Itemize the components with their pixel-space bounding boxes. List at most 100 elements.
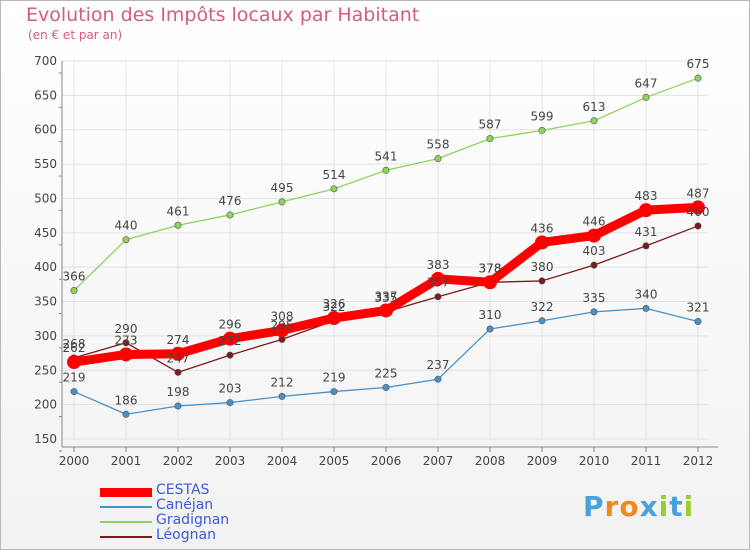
data-label: 321 [687, 300, 710, 314]
data-label: 431 [635, 225, 658, 239]
y-tick-label: 650 [34, 88, 57, 102]
legend-swatch [100, 521, 152, 523]
x-tick-label: 2007 [423, 454, 454, 468]
x-tick-label: 2008 [475, 454, 506, 468]
logo-letter: r [604, 490, 620, 523]
data-point [486, 135, 494, 143]
data-label: 380 [531, 260, 554, 274]
data-point [587, 228, 601, 243]
y-tick-label: 550 [34, 157, 57, 171]
x-tick-label: 2001 [111, 454, 142, 468]
legend-item: Canéjan [100, 497, 300, 514]
data-label: 366 [63, 270, 86, 284]
y-tick-label: 500 [34, 191, 57, 205]
data-label: 675 [687, 57, 710, 71]
data-point [590, 117, 598, 125]
chart-subtitle: (en € et par an) [28, 28, 123, 42]
data-label: 337 [375, 289, 398, 303]
logo-letter: x [639, 490, 659, 523]
data-label: 383 [427, 258, 450, 272]
data-label: 272 [219, 334, 242, 348]
data-label: 613 [583, 100, 606, 114]
logo-letter: i [658, 490, 670, 523]
data-label: 647 [635, 76, 658, 90]
x-tick-label: 2006 [371, 454, 402, 468]
data-label: 225 [375, 366, 398, 380]
data-label: 378 [479, 261, 502, 275]
data-label: 487 [687, 186, 710, 200]
legend-label: Gradignan [156, 512, 230, 528]
legend-label: CESTAS [156, 482, 210, 498]
x-tick-label: 2012 [683, 454, 714, 468]
data-point [223, 331, 237, 346]
data-label: 436 [531, 221, 554, 235]
data-label: 335 [375, 291, 398, 305]
legend-item: Gradignan [100, 512, 300, 529]
data-point [278, 198, 286, 206]
data-point [642, 93, 650, 101]
data-point [434, 155, 442, 163]
logo-letter: t [669, 490, 684, 523]
y-tick-label: 600 [34, 123, 57, 137]
data-label: 461 [167, 204, 190, 218]
data-point [538, 126, 546, 134]
data-point [122, 236, 130, 244]
data-label: 198 [167, 385, 190, 399]
data-point [642, 304, 650, 312]
data-label: 340 [635, 287, 658, 301]
data-point [694, 222, 702, 230]
data-point [535, 235, 549, 250]
data-point [226, 351, 234, 359]
data-label: 212 [271, 375, 294, 389]
logo-letter: P [583, 490, 605, 523]
data-label: 186 [115, 393, 138, 407]
data-point [174, 402, 182, 410]
data-label: 514 [323, 168, 346, 182]
data-point [278, 392, 286, 400]
data-label: 219 [323, 371, 346, 385]
data-point [486, 325, 494, 333]
data-point [694, 74, 702, 82]
data-label: 203 [219, 382, 242, 396]
x-tick-label: 2004 [267, 454, 298, 468]
data-label: 495 [271, 181, 294, 195]
x-tick-label: 2009 [527, 454, 558, 468]
data-point [590, 308, 598, 316]
data-point [434, 375, 442, 383]
y-tick-label: 200 [34, 398, 57, 412]
data-point [119, 347, 133, 362]
x-tick-label: 2005 [319, 454, 350, 468]
x-tick-label: 2003 [215, 454, 246, 468]
data-point [67, 355, 81, 370]
data-label: 587 [479, 118, 502, 132]
data-label: 296 [219, 318, 242, 332]
legend-item: Léognan [100, 527, 300, 544]
x-tick-label: 2011 [631, 454, 662, 468]
data-label: 308 [271, 309, 294, 323]
data-label: 310 [479, 308, 502, 322]
data-label: 326 [323, 297, 346, 311]
data-point [590, 261, 598, 269]
data-point [431, 271, 445, 286]
y-tick-label: 450 [34, 226, 57, 240]
data-point [122, 339, 130, 347]
logo-letter: i [683, 490, 695, 523]
data-point [70, 287, 78, 295]
logo-letter: o [619, 490, 640, 523]
data-point [538, 317, 546, 325]
data-label: 378 [479, 261, 502, 275]
x-tick-label: 2010 [579, 454, 610, 468]
data-point [434, 293, 442, 301]
data-label: 599 [531, 109, 554, 123]
data-label: 558 [427, 138, 450, 152]
data-label: 541 [375, 149, 398, 163]
x-tick-label: 2000 [59, 454, 90, 468]
data-label: 295 [271, 318, 294, 332]
y-tick-label: 700 [34, 54, 57, 68]
legend-swatch [100, 487, 152, 497]
x-tick-label: 2002 [163, 454, 194, 468]
data-point [639, 203, 653, 218]
data-point [379, 303, 393, 318]
data-point [226, 211, 234, 219]
